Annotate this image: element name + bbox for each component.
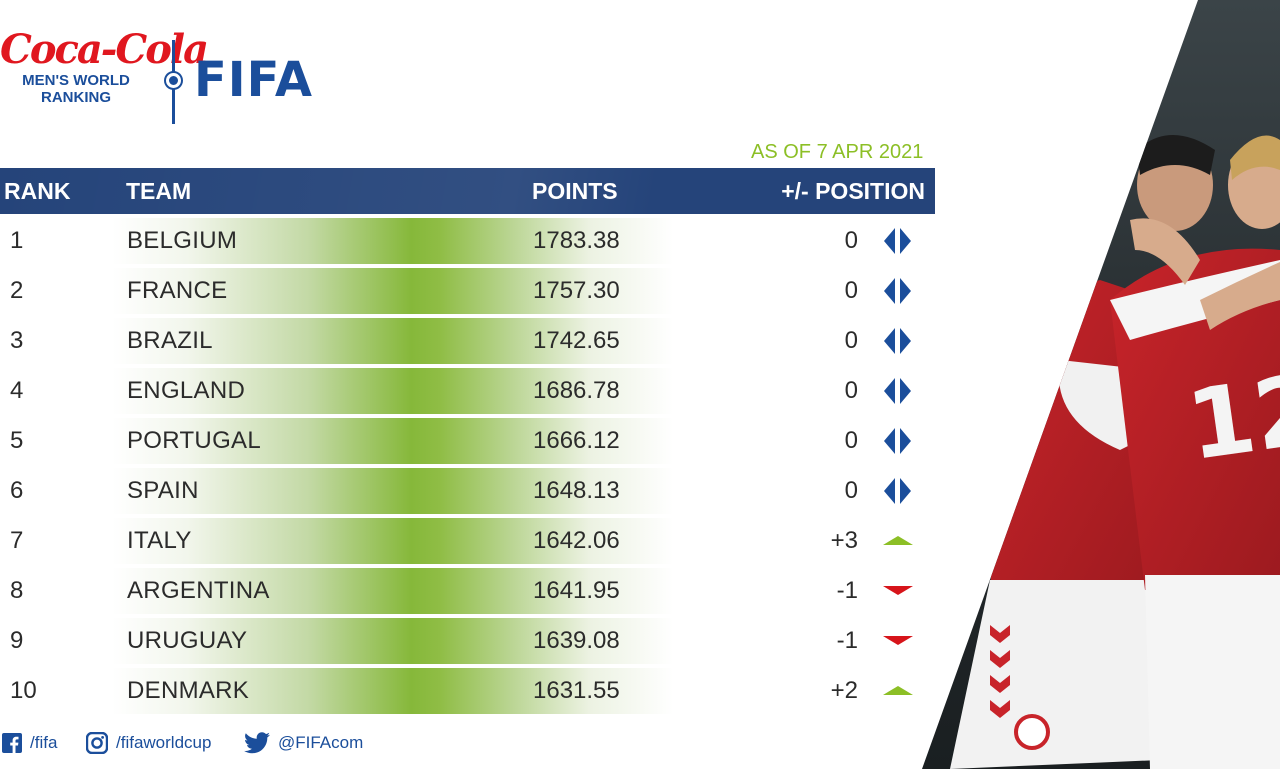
position-change-cell: +3 — [830, 527, 858, 554]
ranking-table: RANK TEAM POINTS +/- POSITION 1 BELGIUM 17… — [0, 168, 935, 714]
points-cell: 1666.12 — [533, 427, 620, 454]
table-row: 8 ARGENTINA 1641.95 -1 — [0, 568, 935, 614]
rank-cell: 1 — [10, 227, 24, 254]
team-cell: URUGUAY — [127, 627, 248, 654]
team-cell: DENMARK — [127, 677, 250, 704]
team-cell: FRANCE — [127, 277, 228, 304]
facebook-handle: /fifa — [30, 733, 58, 752]
coca-cola-logo: Coca-Cola MEN'S WORLD RANKING — [0, 26, 209, 107]
no-change-diamond-icon — [882, 468, 914, 514]
position-change-cell: -1 — [836, 577, 858, 604]
logo-divider-dot — [166, 73, 181, 88]
facebook-icon — [2, 733, 22, 753]
rank-cell: 8 — [10, 577, 24, 604]
position-change-cell: 0 — [844, 477, 858, 504]
rank-cell: 10 — [10, 677, 37, 704]
rank-cell: 7 — [10, 527, 24, 554]
points-cell: 1783.38 — [533, 227, 620, 254]
rank-cell: 4 — [10, 377, 24, 404]
coca-cola-wordmark: Coca-Cola — [0, 26, 209, 73]
column-header-points: POINTS — [532, 178, 618, 204]
twitter-link[interactable]: @FIFAcom — [244, 728, 363, 758]
column-header-rank: RANK — [4, 178, 71, 204]
position-change-cell: 0 — [844, 227, 858, 254]
fifa-logo: FIFA — [194, 52, 314, 108]
points-cell: 1757.30 — [533, 277, 620, 304]
points-cell: 1631.55 — [533, 677, 620, 704]
table-row: 2 FRANCE 1757.30 0 — [0, 268, 935, 314]
svg-text:12: 12 — [1181, 353, 1280, 483]
team-cell: SPAIN — [127, 477, 199, 504]
table-row: 10 DENMARK 1631.55 +2 — [0, 668, 935, 714]
rank-cell: 9 — [10, 627, 24, 654]
as-of-date: AS OF 7 APR 2021 — [751, 141, 924, 163]
arrow-down-triangle-icon — [882, 568, 914, 614]
table-row: 4 ENGLAND 1686.78 0 — [0, 368, 935, 414]
position-change-cell: 0 — [844, 327, 858, 354]
table-body: 1 BELGIUM 1783.38 0 2 FRANCE 1757.30 0 3 BRAZIL 17… — [0, 218, 935, 714]
table-row: 6 SPAIN 1648.13 0 — [0, 468, 935, 514]
rank-cell: 2 — [10, 277, 24, 304]
no-change-diamond-icon — [882, 418, 914, 464]
table-row: 5 PORTUGAL 1666.12 0 — [0, 418, 935, 464]
facebook-link[interactable]: /fifa — [2, 728, 57, 758]
points-cell: 1648.13 — [533, 477, 620, 504]
arrow-up-triangle-icon — [882, 518, 914, 564]
position-change-cell: -1 — [836, 627, 858, 654]
team-cell: ITALY — [127, 527, 192, 554]
points-cell: 1742.65 — [533, 327, 620, 354]
arrow-down-triangle-icon — [882, 618, 914, 664]
team-cell: PORTUGAL — [127, 427, 261, 454]
team-cell: BRAZIL — [127, 327, 213, 354]
team-cell: ENGLAND — [127, 377, 246, 404]
points-cell: 1686.78 — [533, 377, 620, 404]
ranking-title-line1: MEN'S WORLD — [22, 72, 130, 89]
arrow-up-triangle-icon — [882, 668, 914, 714]
team-cell: ARGENTINA — [127, 577, 270, 604]
column-header-position: +/- POSITION — [781, 178, 925, 204]
team-cell: BELGIUM — [127, 227, 238, 254]
points-cell: 1641.95 — [533, 577, 620, 604]
ranking-title-line2: RANKING — [41, 89, 111, 106]
rank-cell: 6 — [10, 477, 24, 504]
no-change-diamond-icon — [882, 218, 914, 264]
instagram-link[interactable]: /fifaworldcup — [86, 728, 211, 758]
table-row: 3 BRAZIL 1742.65 0 — [0, 318, 935, 364]
points-cell: 1642.06 — [533, 527, 620, 554]
instagram-icon — [86, 732, 108, 754]
position-change-cell: 0 — [844, 377, 858, 404]
rank-cell: 3 — [10, 327, 24, 354]
column-header-team: TEAM — [126, 178, 192, 204]
position-change-cell: +2 — [830, 677, 858, 704]
points-cell: 1639.08 — [533, 627, 620, 654]
twitter-icon — [244, 732, 270, 754]
table-row: 9 URUGUAY 1639.08 -1 — [0, 618, 935, 664]
table-row: 1 BELGIUM 1783.38 0 — [0, 218, 935, 264]
position-change-cell: 0 — [844, 427, 858, 454]
twitter-handle: @FIFAcom — [278, 733, 364, 752]
no-change-diamond-icon — [882, 268, 914, 314]
no-change-diamond-icon — [882, 318, 914, 364]
no-change-diamond-icon — [882, 368, 914, 414]
table-header: RANK TEAM POINTS +/- POSITION — [0, 168, 935, 214]
table-row: 7 ITALY 1642.06 +3 — [0, 518, 935, 564]
instagram-handle: /fifaworldcup — [116, 733, 212, 752]
position-change-cell: 0 — [844, 277, 858, 304]
rank-cell: 5 — [10, 427, 24, 454]
